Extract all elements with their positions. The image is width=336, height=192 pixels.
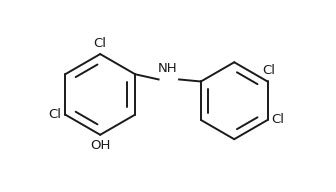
Text: Cl: Cl — [48, 108, 61, 121]
Text: Cl: Cl — [263, 64, 276, 77]
Text: OH: OH — [90, 139, 111, 152]
Text: Cl: Cl — [271, 113, 284, 127]
Text: Cl: Cl — [94, 37, 107, 50]
Text: NH: NH — [158, 62, 178, 75]
